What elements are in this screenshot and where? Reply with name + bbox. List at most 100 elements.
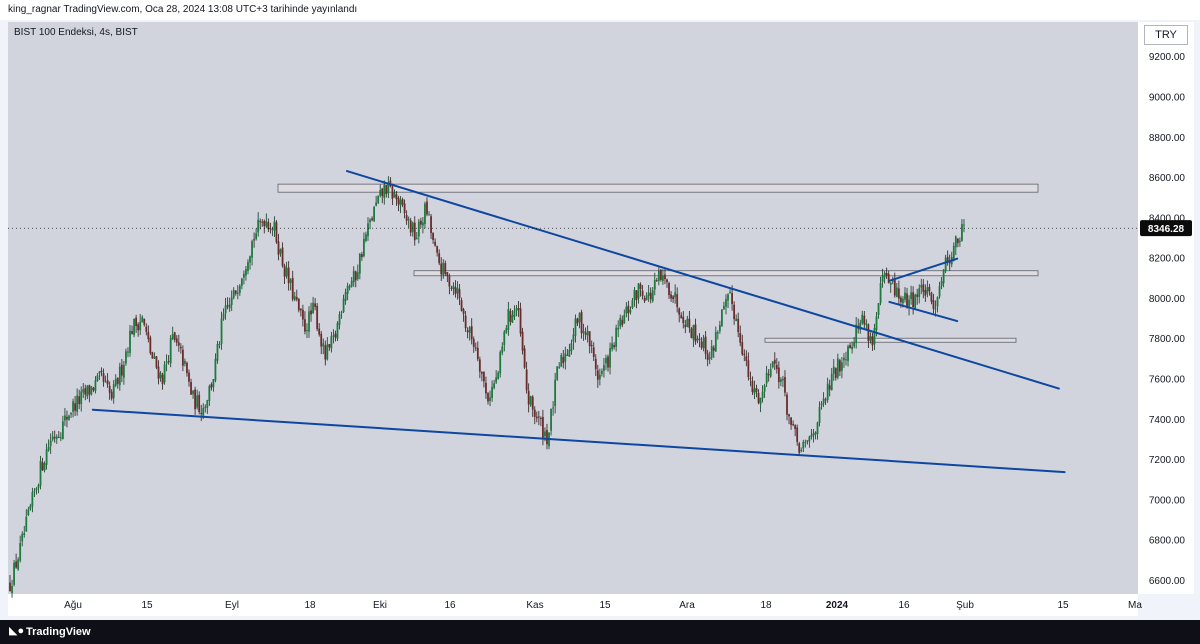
candle-body xyxy=(503,331,506,346)
candle-body xyxy=(411,222,414,233)
candles xyxy=(9,176,965,598)
candle-body xyxy=(236,292,239,295)
resistance-zone[interactable] xyxy=(764,337,1017,343)
candle-body xyxy=(588,331,591,347)
candle-body xyxy=(243,273,245,278)
candle-body xyxy=(151,352,154,359)
price-tick-label: 7000.00 xyxy=(1149,495,1186,506)
candle-body xyxy=(485,382,487,394)
candle-body xyxy=(442,262,445,275)
currency-button[interactable]: TRY xyxy=(1144,25,1188,45)
candle-body xyxy=(200,412,203,415)
candle-body xyxy=(535,416,538,419)
candle-body xyxy=(666,279,668,283)
symbol-legend[interactable]: BIST 100 Endeksi, 4s, BIST xyxy=(14,27,138,38)
candle-body xyxy=(238,285,241,293)
chart-plot-area[interactable] xyxy=(8,22,1138,594)
candle-body xyxy=(944,257,947,272)
candle-body xyxy=(13,562,15,585)
trend-lines[interactable] xyxy=(91,170,1066,474)
candle-body xyxy=(448,275,451,287)
candle-body xyxy=(961,224,963,241)
candle-body xyxy=(885,272,888,276)
price-tick-label: 9200.00 xyxy=(1149,52,1186,63)
candle-body xyxy=(828,385,831,390)
candle-body xyxy=(657,270,660,281)
time-tick-label: Eyl xyxy=(225,600,239,611)
candle-body xyxy=(104,381,107,383)
candle-body xyxy=(100,370,103,373)
footer-brand[interactable]: TradingView xyxy=(26,626,91,638)
candle-body xyxy=(578,313,581,322)
candle-body xyxy=(179,346,182,349)
candle-body xyxy=(287,267,290,284)
candle-body xyxy=(135,317,138,327)
candle-body xyxy=(478,359,481,372)
trend-line-descending-resistance[interactable] xyxy=(346,170,1060,390)
candle-body xyxy=(84,388,87,395)
candle-body xyxy=(419,220,422,225)
candle-body xyxy=(765,372,768,384)
resistance-zone[interactable] xyxy=(413,270,1039,277)
candle-body xyxy=(954,236,957,248)
candle-body xyxy=(700,341,703,348)
candle-body xyxy=(55,436,58,439)
trend-line-long-support[interactable] xyxy=(91,408,1066,474)
candle-body xyxy=(499,351,502,374)
candle-body xyxy=(926,287,929,294)
candle-body xyxy=(564,353,567,362)
candle-body xyxy=(159,372,162,379)
candle-body xyxy=(570,343,573,352)
candle-body xyxy=(460,300,463,311)
candle-body xyxy=(930,292,933,302)
time-axis[interactable] xyxy=(8,594,1138,616)
candle-body xyxy=(916,294,919,297)
candle-body xyxy=(155,356,158,368)
candle-body xyxy=(261,221,264,223)
price-axis[interactable] xyxy=(1138,22,1194,594)
candle-body xyxy=(808,436,811,442)
candle-body xyxy=(265,221,268,227)
candle-body xyxy=(434,241,437,246)
price-tick-label: 6600.00 xyxy=(1149,576,1186,587)
trend-line-flag-lower[interactable] xyxy=(888,300,959,323)
candle-body xyxy=(603,364,605,371)
candle-body xyxy=(468,327,471,333)
candle-body xyxy=(131,331,133,334)
candle-body xyxy=(15,561,18,568)
candle-body xyxy=(438,253,441,264)
candle-body xyxy=(832,366,835,374)
candle-body xyxy=(422,222,424,226)
candle-body xyxy=(824,399,827,401)
price-tick-label: 7400.00 xyxy=(1149,415,1186,426)
candle-body xyxy=(76,395,79,412)
candle-body xyxy=(66,416,68,420)
candle-body xyxy=(743,353,746,355)
tradingview-logo-icon[interactable]: ◣● xyxy=(9,625,25,637)
candle-body xyxy=(11,585,13,594)
candle-body xyxy=(908,299,910,308)
candle-body xyxy=(137,324,140,331)
candle-body xyxy=(716,332,719,334)
candle-body xyxy=(352,270,355,283)
resistance-zone[interactable] xyxy=(277,183,1039,193)
candle-body xyxy=(918,288,921,297)
candle-body xyxy=(607,356,609,368)
candle-body xyxy=(269,227,272,230)
candle-body xyxy=(782,378,784,381)
candle-body xyxy=(704,336,707,354)
candle-body xyxy=(798,443,801,453)
trend-line-flag-upper[interactable] xyxy=(888,257,959,282)
candle-body xyxy=(456,287,459,294)
candle-body xyxy=(397,197,400,205)
candle-body xyxy=(86,386,89,397)
candle-body xyxy=(251,241,253,258)
candle-body xyxy=(812,433,815,436)
candle-body xyxy=(49,440,52,447)
candle-body xyxy=(226,305,229,307)
candle-body xyxy=(322,343,325,347)
candle-body xyxy=(413,222,416,241)
candle-body xyxy=(753,388,756,394)
candle-body xyxy=(810,434,813,437)
